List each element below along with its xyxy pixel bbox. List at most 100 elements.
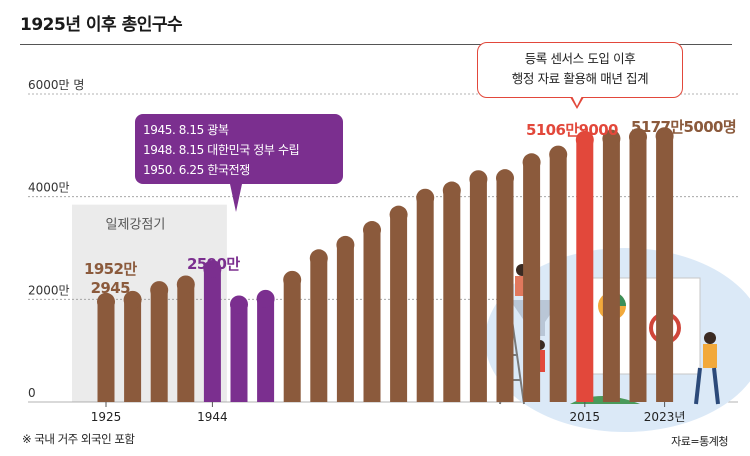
x-axis: 1925 1944 2015 2023년	[91, 402, 686, 424]
bar-stem	[390, 214, 408, 402]
bar-cap	[629, 128, 647, 147]
page-title: 1925년 이후 총인구수	[20, 15, 183, 35]
bar-cap	[496, 169, 514, 188]
shaded-region-label: 일제강점기	[106, 218, 166, 233]
bar-cap	[283, 270, 302, 289]
callout-line-2: 1948. 8.15 대한민국 정부 수립	[143, 143, 300, 157]
bar-stem	[656, 136, 674, 402]
bar-cap	[176, 275, 195, 294]
bar-stem	[203, 269, 221, 402]
bar-cap	[97, 292, 115, 311]
callout-line-3: 1950. 6.25 한국전쟁	[143, 163, 250, 177]
bar	[549, 145, 568, 402]
bar	[416, 188, 435, 402]
bar	[469, 170, 488, 402]
bar	[230, 295, 248, 402]
bar-cap	[203, 260, 222, 279]
bar	[123, 290, 142, 402]
bar-cap	[150, 281, 169, 300]
bar	[336, 235, 355, 402]
value-2015-label: 5106만9000	[526, 121, 619, 139]
callout-line-1: 1945. 8.15 광복	[143, 123, 229, 137]
bar-cap	[575, 130, 594, 149]
bar-stem	[177, 284, 195, 402]
bar	[602, 129, 621, 402]
bar-cap	[549, 145, 568, 164]
bar-stem	[443, 190, 461, 402]
bar	[442, 181, 461, 402]
history-callout: 1945. 8.15 광복 1948. 8.15 대한민국 정부 수립 1950…	[135, 114, 343, 212]
footnote: ※ 국내 거주 외국인 포함	[22, 432, 135, 446]
x-tick-label: 1925	[91, 410, 122, 424]
peak-1944-label: 2590만	[187, 255, 240, 273]
bar	[283, 270, 302, 402]
bar-cap	[309, 249, 328, 268]
bar	[309, 249, 328, 402]
person-right-legs	[694, 367, 720, 405]
bar	[176, 275, 195, 402]
shaded-region	[72, 204, 227, 402]
x-tick-label: 2015	[570, 410, 601, 424]
bar-stem	[602, 138, 620, 402]
bar-stem	[124, 299, 142, 402]
bar-cap	[336, 235, 355, 254]
bar	[655, 127, 674, 402]
bar-cap	[123, 290, 142, 309]
bar-stem	[283, 279, 301, 402]
bar	[203, 260, 222, 402]
bar-stem	[363, 230, 381, 402]
x-tick-label: 1944	[197, 410, 228, 424]
bar-stem	[97, 301, 115, 402]
census-callout: 등록 센서스 도입 이후 행정 자료 활용해 매년 집계	[477, 42, 683, 109]
bars	[97, 127, 674, 402]
first-value-line-2: 2945	[90, 279, 131, 297]
source-label: 자료=통계청	[671, 435, 728, 448]
bar-stem	[150, 290, 168, 402]
person-right-body	[703, 344, 717, 368]
bar-stem	[416, 197, 434, 402]
value-2023-label: 5177만5000명	[631, 118, 737, 136]
bar-stem	[523, 162, 541, 402]
y-tick-label: 0	[28, 386, 36, 400]
gridlines: 0 2000만 4000만 6000만 명	[28, 78, 738, 403]
x-tick-label: 2023년	[644, 410, 686, 424]
bar-cap	[522, 153, 541, 172]
bar	[496, 169, 514, 402]
bar-cap	[363, 221, 381, 240]
bar-stem	[257, 298, 275, 402]
bar	[256, 289, 275, 402]
bar	[150, 281, 169, 402]
callout-red-line-2: 행정 자료 활용해 매년 집계	[511, 71, 649, 86]
bar	[97, 292, 115, 402]
y-tick-label: 4000만	[28, 181, 70, 195]
bar-cap	[469, 170, 488, 189]
bar	[522, 153, 541, 402]
bar-cap	[389, 205, 408, 224]
bar-stem	[496, 178, 514, 402]
bar-cap	[416, 188, 435, 207]
bar-stem	[576, 139, 594, 402]
bar	[629, 128, 647, 402]
bar-cap	[655, 127, 674, 146]
bar-stem	[336, 244, 354, 402]
bar-stem	[629, 137, 647, 402]
bar-cap	[442, 181, 461, 200]
shade-layer: 일제강점기	[72, 204, 227, 402]
first-value-label: 1952만 2945	[84, 260, 137, 298]
bar-stem	[469, 179, 487, 402]
first-value-line-1: 1952만	[84, 260, 137, 278]
bar-stem	[310, 258, 328, 402]
bar-stem	[549, 154, 567, 402]
bar-cap	[230, 295, 248, 314]
bar-cap	[602, 129, 621, 148]
bar-cap	[256, 289, 275, 308]
bar	[389, 205, 408, 402]
y-tick-label: 6000만 명	[28, 78, 84, 92]
bar-stem	[230, 304, 248, 402]
title-block: 1925년 이후 총인구수	[20, 10, 183, 35]
bar	[363, 221, 381, 402]
y-tick-label: 2000만	[28, 283, 70, 297]
callout-red-line-1: 등록 센서스 도입 이후	[524, 51, 636, 66]
bar	[575, 130, 594, 402]
